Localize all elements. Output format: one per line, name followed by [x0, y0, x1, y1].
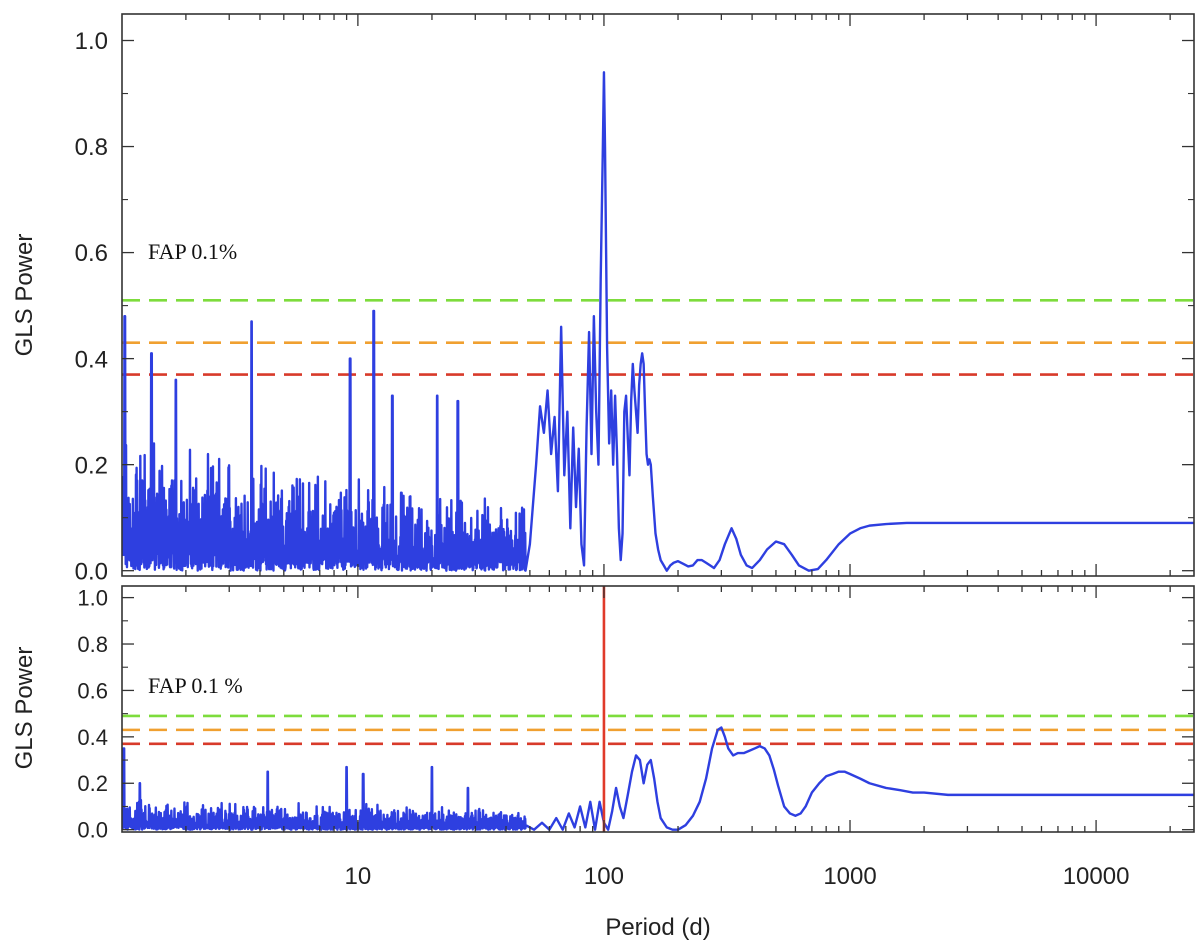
bottom-y-tick-label: 0.6 [77, 678, 108, 703]
bottom-y-tick-label: 0.0 [77, 818, 108, 843]
bottom-periodogram-line [122, 726, 1194, 831]
top-fap-lines [122, 299, 1194, 376]
top-fap-annotation: FAP 0.1% [148, 239, 237, 264]
bottom-x-tick-label: 100 [584, 863, 624, 890]
top-y-tick-label: 0.2 [75, 452, 108, 479]
bottom-y-tick-labels: 0.0 0.2 0.4 0.6 0.8 1.0 [77, 586, 108, 843]
bottom-x-tick-label: 10 [345, 863, 372, 890]
top-y-tick-label: 1.0 [75, 28, 108, 55]
bottom-x-tick-label: 1000 [823, 863, 876, 890]
top-panel: 0.0 0.2 0.4 0.6 0.8 1.0 FAP 0.1% GLS Power [11, 13, 1195, 585]
bottom-x-tick-labels: 10 100 1000 10000 [345, 863, 1130, 890]
bottom-y-ticks [122, 596, 1194, 831]
top-y-tick-label: 0.6 [75, 240, 108, 267]
top-y-axis-label: GLS Power [11, 234, 38, 357]
bottom-y-tick-label: 1.0 [77, 586, 108, 611]
top-y-tick-labels: 0.0 0.2 0.4 0.6 0.8 1.0 [75, 28, 108, 585]
top-y-tick-label: 0.0 [75, 558, 108, 585]
top-periodogram-line [122, 71, 1194, 572]
bottom-plot-frame [121, 585, 1195, 833]
bottom-y-tick-label: 0.4 [77, 725, 108, 750]
top-plot-frame [121, 13, 1195, 577]
bottom-y-tick-label: 0.2 [77, 771, 108, 796]
x-axis-label: Period (d) [605, 914, 710, 941]
top-y-tick-label: 0.8 [75, 134, 108, 161]
top-y-ticks [122, 39, 1194, 572]
bottom-x-ticks [185, 586, 1171, 832]
bottom-panel: 0.0 0.2 0.4 0.6 0.8 1.0 10 100 1000 10000 FAP 0.… [11, 585, 1195, 941]
bottom-fap-annotation: FAP 0.1 % [148, 673, 243, 698]
bottom-y-tick-label: 0.8 [77, 632, 108, 657]
top-y-tick-label: 0.4 [75, 346, 108, 373]
bottom-fap-lines [122, 714, 1194, 746]
bottom-x-tick-label: 10000 [1063, 863, 1130, 890]
bottom-y-axis-label: GLS Power [11, 647, 38, 770]
top-x-ticks [185, 14, 1171, 576]
